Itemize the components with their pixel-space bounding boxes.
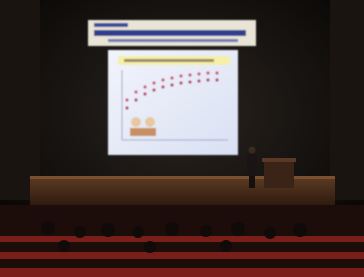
slide-figure-body: [130, 128, 156, 136]
projection-screen: [108, 50, 238, 155]
left-wall: [0, 0, 40, 200]
body: {}: [0, 0, 364, 277]
banner-text-line: [108, 39, 238, 42]
photo: [0, 0, 364, 277]
podium-top: [262, 158, 296, 162]
podium: [264, 160, 294, 188]
speaker-legs: [249, 176, 255, 188]
page: html, body { margin: 0; padding: 0; widt…: [0, 0, 364, 277]
right-wall: [330, 0, 364, 200]
banner: [88, 20, 256, 46]
screen-surface: [108, 50, 238, 155]
speaker-head: [249, 147, 256, 154]
speaker-body: [247, 154, 257, 176]
banner-text-line: [94, 23, 128, 27]
slide-figure: [145, 117, 155, 127]
slide-heading-text: [124, 59, 214, 62]
slide-figure: [131, 117, 141, 127]
banner-text-line: [94, 30, 246, 36]
